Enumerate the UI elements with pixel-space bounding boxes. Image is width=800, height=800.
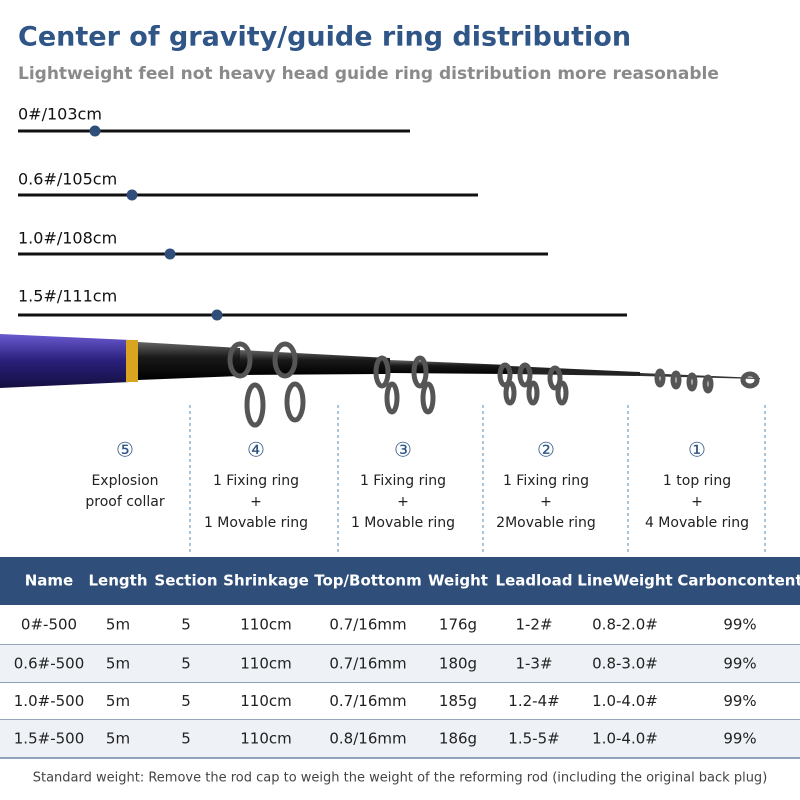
callout-text: + [250, 494, 262, 510]
table-cell: 0.6#-500 [14, 655, 84, 673]
table-cell: 99% [723, 655, 756, 673]
table-cell: 0.7/16mm [329, 616, 406, 634]
callout-symbol: ③ [394, 438, 412, 462]
gravity-dot [89, 125, 101, 137]
table-header-cell: Name [25, 572, 73, 590]
gravity-dot [211, 309, 223, 321]
callout-text: 2Movable ring [496, 515, 596, 531]
table-cell: 0#-500 [21, 616, 77, 634]
callout-symbol: ④ [247, 438, 265, 462]
table-header-bg [0, 557, 800, 605]
table-row-bg [0, 645, 800, 683]
table-cell: 5m [106, 616, 130, 634]
gravity-dot [126, 189, 138, 201]
table-cell: 99% [723, 692, 756, 710]
table-header-cell: Weight [428, 572, 488, 590]
table-cell: 0.7/16mm [329, 655, 406, 673]
table-cell: 0.8/16mm [329, 730, 406, 748]
gravity-label: 0.6#/105cm [18, 170, 117, 189]
table-cell: 110cm [240, 655, 292, 673]
table-cell: 1.5#-500 [14, 730, 84, 748]
table-cell: 0.8-2.0# [592, 616, 658, 634]
callout-text: Explosion [91, 473, 158, 489]
callout-text: 1 Fixing ring [360, 473, 446, 489]
callout-symbol: ① [688, 438, 706, 462]
table-header-cell: Shrinkage [223, 572, 309, 590]
table-cell: 5 [181, 692, 191, 710]
table-header-cell: Section [154, 572, 217, 590]
gravity-label: 0#/103cm [18, 105, 102, 124]
table-cell: 99% [723, 730, 756, 748]
table-cell: 5 [181, 730, 191, 748]
callout-text: 1 Movable ring [204, 515, 308, 531]
table-cell: 176g [439, 616, 477, 634]
title: Center of gravity/guide ring distributio… [18, 22, 631, 53]
callout-symbol: ⑤ [116, 438, 134, 462]
table-cell: 5m [106, 655, 130, 673]
table-header-cell: Leadload [496, 572, 573, 590]
callout-text: 1 Fixing ring [213, 473, 299, 489]
table-cell: 1.0-4.0# [592, 692, 658, 710]
callout-text: 4 Movable ring [645, 515, 749, 531]
separators [189, 405, 766, 552]
callout-text: 1 Movable ring [351, 515, 455, 531]
table-cell: 110cm [240, 692, 292, 710]
table-header-cell: Length [89, 572, 148, 590]
callout-text: + [691, 494, 703, 510]
table-header-cell: LineWeight [577, 572, 672, 590]
footer: Standard weight: Remove the rod cap to w… [33, 771, 768, 786]
table-row-bg [0, 683, 800, 720]
table-cell: 1-2# [515, 616, 552, 634]
callout-text: 1 Fixing ring [503, 473, 589, 489]
table-cell: 1-3# [515, 655, 552, 673]
gravity-label: 1.5#/111cm [18, 287, 117, 306]
subtitle: Lightweight feel not heavy head guide ri… [18, 64, 719, 84]
callout-text: proof collar [85, 494, 164, 510]
callout-symbol: ② [537, 438, 555, 462]
table-row-bg [0, 605, 800, 645]
table-cell: 180g [439, 655, 477, 673]
table-cell: 110cm [240, 730, 292, 748]
callout-text: 1 top ring [663, 473, 731, 489]
table-cell: 5m [106, 730, 130, 748]
gravity-label: 1.0#/108cm [18, 229, 117, 248]
table-row-bg [0, 720, 800, 758]
table-cell: 5 [181, 616, 191, 634]
table-cell: 99% [723, 616, 756, 634]
table-cell: 1.0-4.0# [592, 730, 658, 748]
table-cell: 1.5-5# [508, 730, 559, 748]
table-header-cell: Top/Bottonm [314, 572, 421, 590]
table-cell: 0.8-3.0# [592, 655, 658, 673]
gravity-dot [164, 248, 176, 260]
table-cell: 5 [181, 655, 191, 673]
table-cell: 1.2-4# [508, 692, 559, 710]
table-cell: 110cm [240, 616, 292, 634]
table-cell: 5m [106, 692, 130, 710]
table-cell: 0.7/16mm [329, 692, 406, 710]
callout-text: + [397, 494, 409, 510]
rod [0, 334, 760, 428]
table-cell: 1.0#-500 [14, 692, 84, 710]
table-cell: 185g [439, 692, 477, 710]
table-cell: 186g [439, 730, 477, 748]
callout-text: + [540, 494, 552, 510]
table-header-cell: Carboncontent [677, 572, 800, 590]
